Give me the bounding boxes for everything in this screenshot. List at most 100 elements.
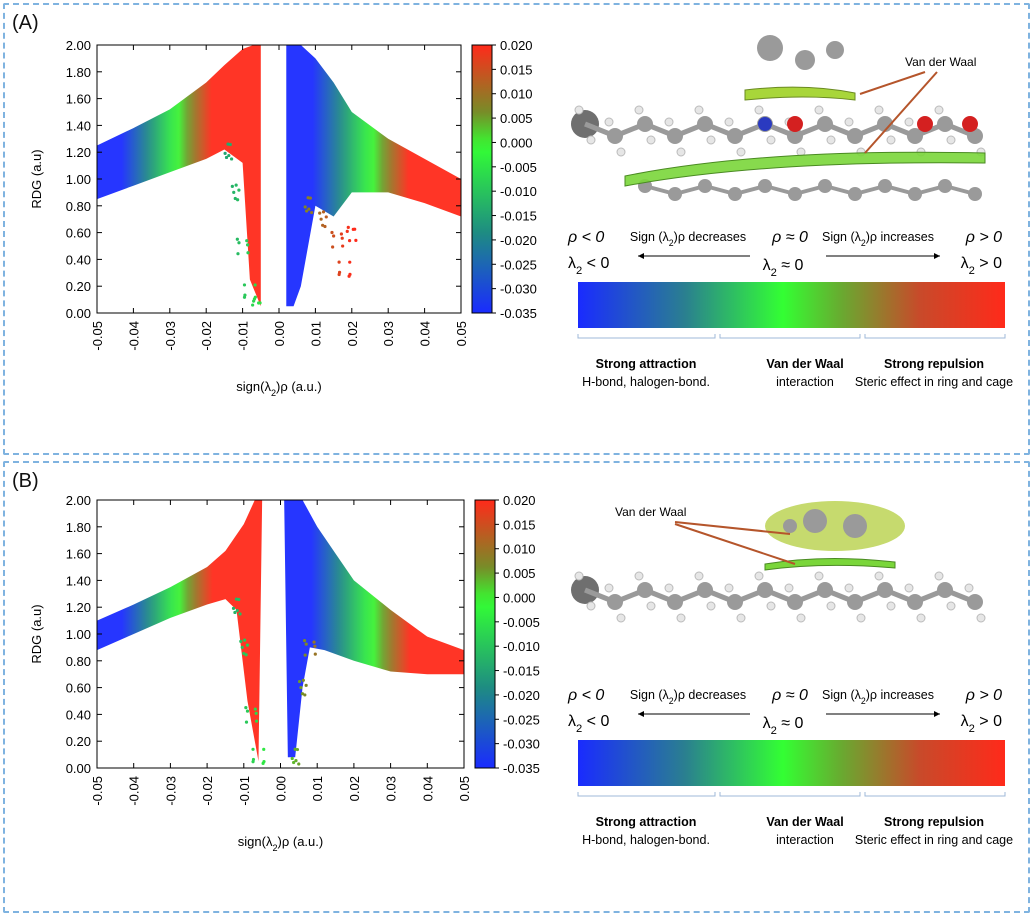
attraction-point	[262, 747, 266, 751]
hydrogen-atom	[664, 117, 674, 127]
hydrogen-atom	[724, 117, 734, 127]
repulsion-point	[310, 210, 314, 215]
attraction-point	[224, 155, 229, 160]
attraction-point	[244, 706, 248, 710]
right-arrowhead	[934, 711, 940, 717]
rho-positive-label: ρ > 0	[965, 229, 1002, 246]
hydrogen-atom	[586, 135, 596, 145]
hydrogen-atom	[766, 601, 776, 611]
repulsion-point	[347, 239, 352, 243]
colorbar-tick-label: -0.030	[500, 282, 537, 297]
y-tick-label: 1.60	[66, 92, 91, 107]
colorbar-tick-label: 0.015	[503, 517, 536, 532]
repulsion-point	[301, 678, 305, 682]
hydrogen-atom	[634, 105, 644, 115]
hydrogen-atom	[874, 105, 884, 115]
sign-decreases-label: Sign (λ2)ρ decreases	[630, 230, 746, 248]
colorbar-tick-label: -0.025	[500, 257, 537, 272]
repulsion-point	[313, 652, 317, 656]
repulsion-point	[348, 272, 352, 277]
attraction-point	[244, 720, 249, 724]
y-tick-label: 1.20	[66, 145, 91, 160]
hydrogen-atom	[574, 105, 584, 115]
hydrogen-atom	[706, 601, 716, 611]
nitrogen-atom	[758, 117, 772, 131]
carbon-atom	[967, 594, 983, 610]
annotation-arrow	[859, 71, 926, 95]
repulsion-point	[292, 760, 296, 765]
repulsion-point	[339, 232, 344, 236]
x-tick-label: 0.00	[272, 321, 287, 346]
x-tick-label: 0.04	[420, 776, 435, 801]
category-bracket	[577, 334, 716, 339]
repulsion-point	[321, 223, 325, 227]
x-axis-label: sign(λ2)ρ (a.u.)	[238, 834, 323, 853]
colorbar-tick-label: -0.030	[503, 737, 540, 752]
lambda-zero-label: λ2 ≈ 0	[763, 715, 804, 737]
attraction-point	[238, 612, 242, 616]
x-tick-label: -0.01	[237, 776, 252, 806]
y-tick-label: 1.60	[66, 547, 91, 562]
hydrogen-atom	[604, 583, 614, 593]
repulsion-point	[304, 683, 308, 687]
vdw-annotation: Van der Waal	[615, 505, 686, 519]
y-tick-label: 1.80	[66, 65, 91, 80]
x-tick-label: 0.02	[345, 321, 360, 346]
colorbar	[471, 44, 493, 314]
hydrogen-atom	[706, 135, 716, 145]
x-tick-label: 0.04	[418, 321, 433, 346]
attraction-point	[235, 608, 239, 613]
repulsion-point	[354, 238, 358, 242]
colorbar-tick-label: 0.020	[500, 38, 533, 53]
scatter-band-positive	[286, 45, 461, 307]
x-tick-label: 0.01	[308, 321, 323, 346]
colorbar	[474, 499, 496, 769]
category-subtitle: interaction	[776, 833, 834, 847]
attraction-point	[242, 283, 247, 287]
attraction-point	[232, 190, 236, 194]
x-tick-label: -0.03	[163, 776, 178, 806]
repulsion-point	[302, 639, 307, 643]
category-subtitle: Steric effect in ring and cage	[855, 833, 1013, 847]
attraction-point	[253, 707, 257, 711]
lambda-negative-label: λ2 < 0	[568, 713, 609, 735]
hydrogen-atom	[964, 583, 974, 593]
attraction-point	[258, 301, 262, 305]
repulsion-point	[300, 692, 305, 696]
y-tick-label: 2.00	[66, 38, 91, 53]
panel-frame	[3, 3, 1030, 455]
panel-a: (A) 0.00 0.20 0.40 0.60 0.80 1.00 1.20 1.40 1.60…	[3, 3, 1030, 455]
repulsion-point	[299, 685, 303, 690]
hydrogen-atom	[694, 571, 704, 581]
hydrogen-atom	[904, 583, 914, 593]
category-bracket	[577, 792, 716, 797]
oxygen-atom	[917, 116, 933, 132]
oxygen-atom	[962, 116, 978, 132]
carbon-atom	[826, 41, 844, 59]
attraction-point	[242, 651, 246, 656]
sign-increases-label: Sign (λ2)ρ increases	[822, 688, 934, 706]
repulsion-point	[337, 272, 341, 277]
attraction-point	[253, 283, 257, 287]
x-tick-label: -0.04	[126, 321, 141, 351]
colorbar-tick-label: -0.035	[503, 761, 540, 776]
vdw-isosurface	[744, 86, 856, 101]
annotation-arrow	[674, 521, 791, 535]
colorbar-tick-label: -0.020	[500, 233, 537, 248]
annotation-arrow	[674, 523, 796, 565]
attraction-point	[223, 151, 227, 155]
rho-zero-label: ρ ≈ 0	[771, 229, 808, 246]
attraction-point	[254, 711, 258, 715]
color-scale-bar	[578, 740, 1005, 786]
category-bracket	[864, 334, 1006, 339]
vdw-isosurface	[764, 557, 896, 571]
hydrogen-atom	[604, 117, 614, 127]
colorbar-tick-label: -0.015	[500, 209, 537, 224]
x-tick-label: -0.02	[200, 776, 215, 806]
hydrogen-atom	[646, 601, 656, 611]
category-bracket	[719, 792, 861, 797]
hydrogen-atom	[934, 571, 944, 581]
repulsion-point	[304, 642, 308, 646]
y-tick-label: 1.00	[66, 627, 91, 642]
attraction-point	[251, 747, 255, 751]
